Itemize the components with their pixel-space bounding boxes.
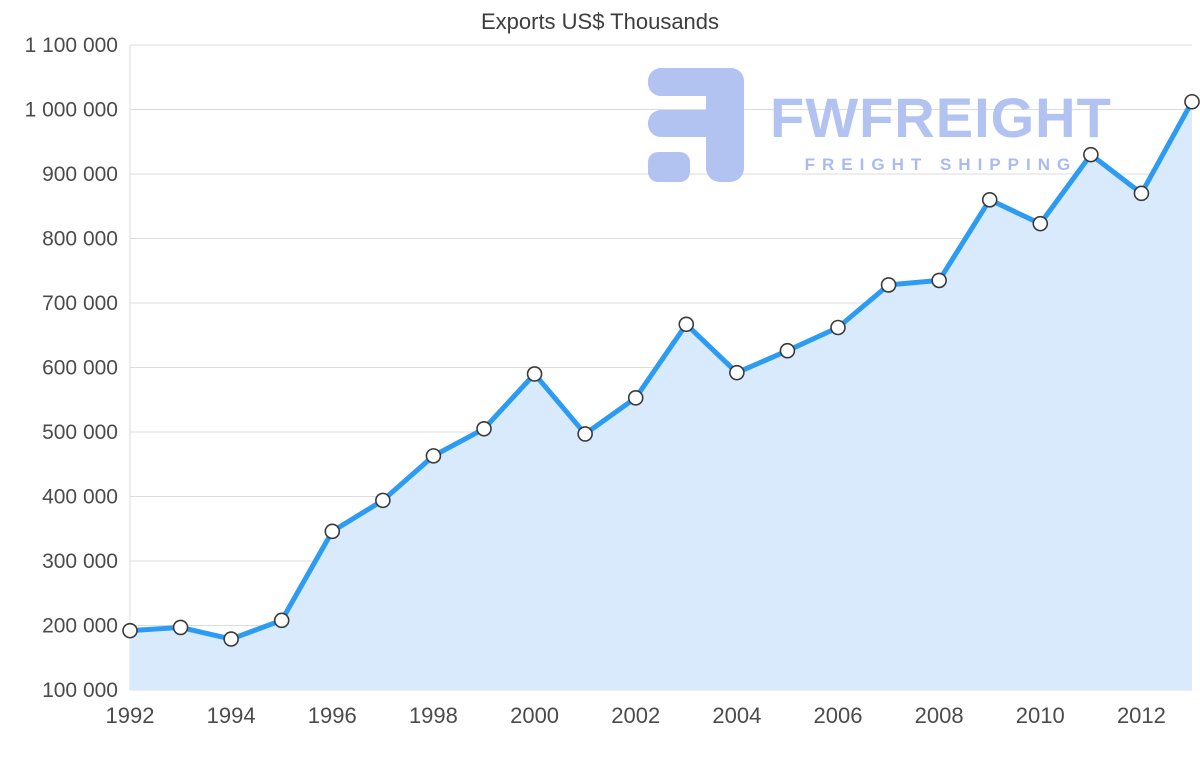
data-point-marker	[931, 272, 947, 289]
y-tick-label: 300 000	[42, 550, 118, 573]
x-tick-label: 2010	[1016, 703, 1065, 728]
data-point-marker	[1133, 185, 1150, 202]
data-point-marker	[172, 619, 189, 636]
data-point-marker	[1083, 146, 1099, 163]
x-tick-label: 2012	[1117, 703, 1166, 728]
data-point-marker	[526, 366, 543, 382]
data-point-marker	[627, 390, 644, 406]
x-tick-label: 1998	[409, 703, 458, 728]
data-point-marker	[223, 631, 239, 647]
x-tick-label: 2006	[814, 703, 863, 728]
y-tick-label: 500 000	[42, 421, 118, 444]
y-tick-label: 900 000	[42, 163, 118, 186]
data-point-marker	[678, 316, 695, 333]
data-point-marker	[577, 426, 593, 442]
x-tick-label: 1992	[106, 703, 155, 728]
data-point-marker	[981, 192, 998, 208]
data-point-marker	[273, 612, 290, 629]
x-tick-label: 2004	[712, 703, 761, 728]
data-point-marker	[1032, 215, 1049, 232]
y-tick-label: 400 000	[42, 486, 118, 509]
data-line	[127, 99, 1195, 642]
data-point-marker	[880, 277, 897, 293]
y-tick-label: 700 000	[42, 292, 118, 315]
area-fill	[130, 101, 1192, 690]
x-tick-label: 2000	[510, 703, 559, 728]
y-tick-label: 1 100 000	[25, 34, 118, 57]
data-point-marker	[476, 420, 492, 437]
y-tick-label: 800 000	[42, 228, 118, 251]
data-point-marker	[324, 523, 341, 540]
chart-title: Exports US$ Thousands	[480, 9, 720, 34]
x-tick-label: 2008	[915, 703, 964, 728]
x-tick-label: 1994	[207, 703, 256, 728]
data-point-marker	[1184, 93, 1200, 110]
y-tick-label: 600 000	[42, 357, 118, 380]
x-tick-label: 1996	[308, 703, 357, 728]
data-point-marker	[729, 364, 745, 381]
data-point-marker	[122, 622, 138, 639]
data-point-marker	[779, 342, 796, 359]
data-point-marker	[425, 448, 442, 464]
y-tick-label: 1 000 000	[25, 99, 118, 122]
x-tick-label: 2002	[611, 703, 660, 728]
data-point-marker	[375, 492, 391, 509]
y-tick-label: 100 000	[42, 679, 118, 702]
data-point-marker	[830, 319, 846, 336]
y-tick-label: 200 000	[42, 615, 118, 638]
